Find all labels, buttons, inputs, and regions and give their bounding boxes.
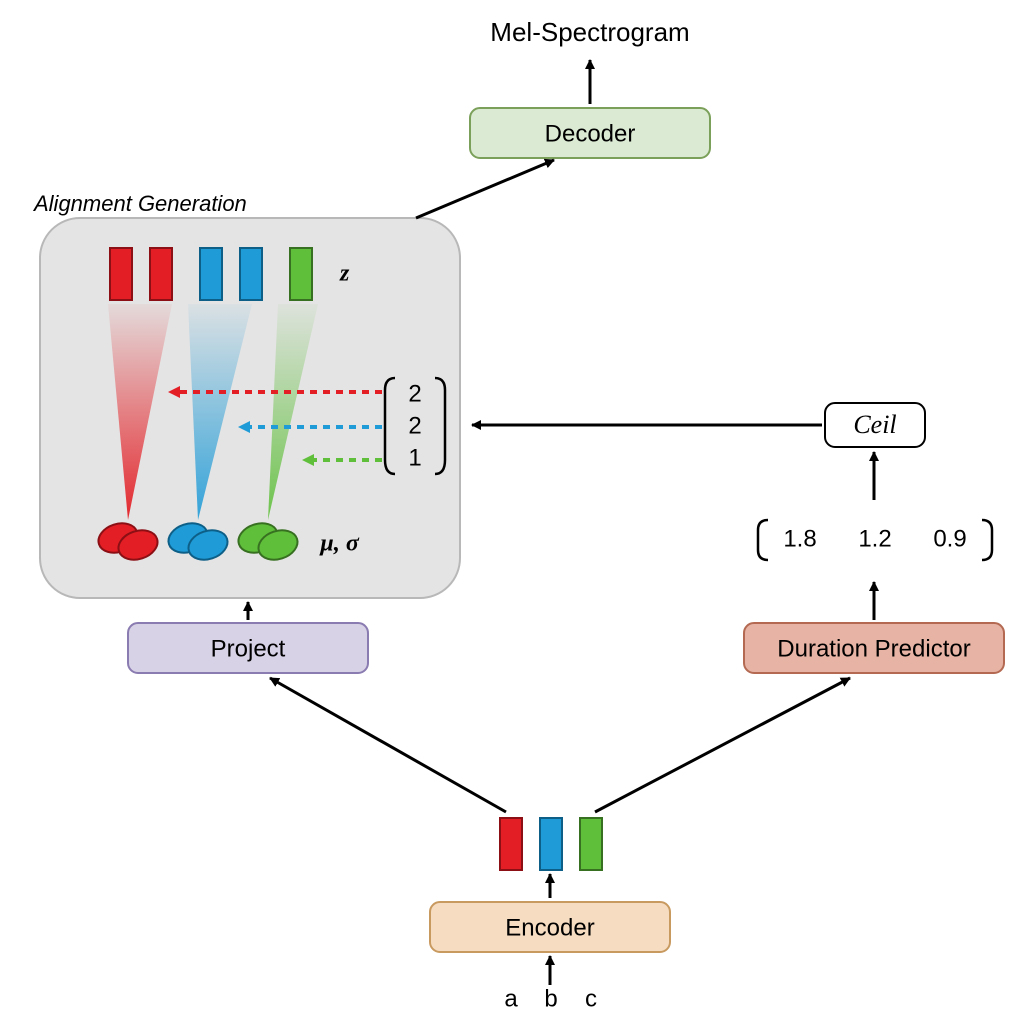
input-letters: a b c <box>504 985 597 1012</box>
input-letter-c: c <box>585 985 597 1012</box>
input-token <box>500 818 522 870</box>
flow-arrow <box>595 678 850 812</box>
flow-arrow <box>416 160 554 218</box>
input-letter-a: a <box>504 985 518 1012</box>
project-label: Project <box>211 635 286 662</box>
output-label: Mel-Spectrogram <box>490 17 689 47</box>
dur-pred-1: 1.2 <box>858 525 891 552</box>
input-token <box>540 818 562 870</box>
z-label: z <box>339 261 350 287</box>
input-token <box>580 818 602 870</box>
input-letter-b: b <box>544 985 557 1012</box>
mu-sigma-label: µ, σ <box>319 531 360 557</box>
dur-pred-0: 1.8 <box>783 525 816 552</box>
architecture-diagram: Mel-Spectrogram Alignment Generation Dec… <box>0 0 1035 1017</box>
z-token <box>290 248 312 300</box>
encoder-label: Encoder <box>505 914 594 941</box>
z-token <box>200 248 222 300</box>
alignment-generation-label: Alignment Generation <box>32 191 247 216</box>
z-token <box>110 248 132 300</box>
flow-arrow <box>270 678 506 812</box>
z-token <box>150 248 172 300</box>
duration-predictor-label: Duration Predictor <box>777 635 970 662</box>
dur-vec-0: 2 <box>408 380 421 407</box>
ceil-label: Ceil <box>853 410 896 439</box>
dur-pred-2: 0.9 <box>933 525 966 552</box>
decoder-label: Decoder <box>545 120 636 147</box>
dur-vec-2: 1 <box>408 444 421 471</box>
dur-vec-1: 2 <box>408 412 421 439</box>
duration-predicted: 1.8 1.2 0.9 <box>758 520 992 560</box>
z-token <box>240 248 262 300</box>
